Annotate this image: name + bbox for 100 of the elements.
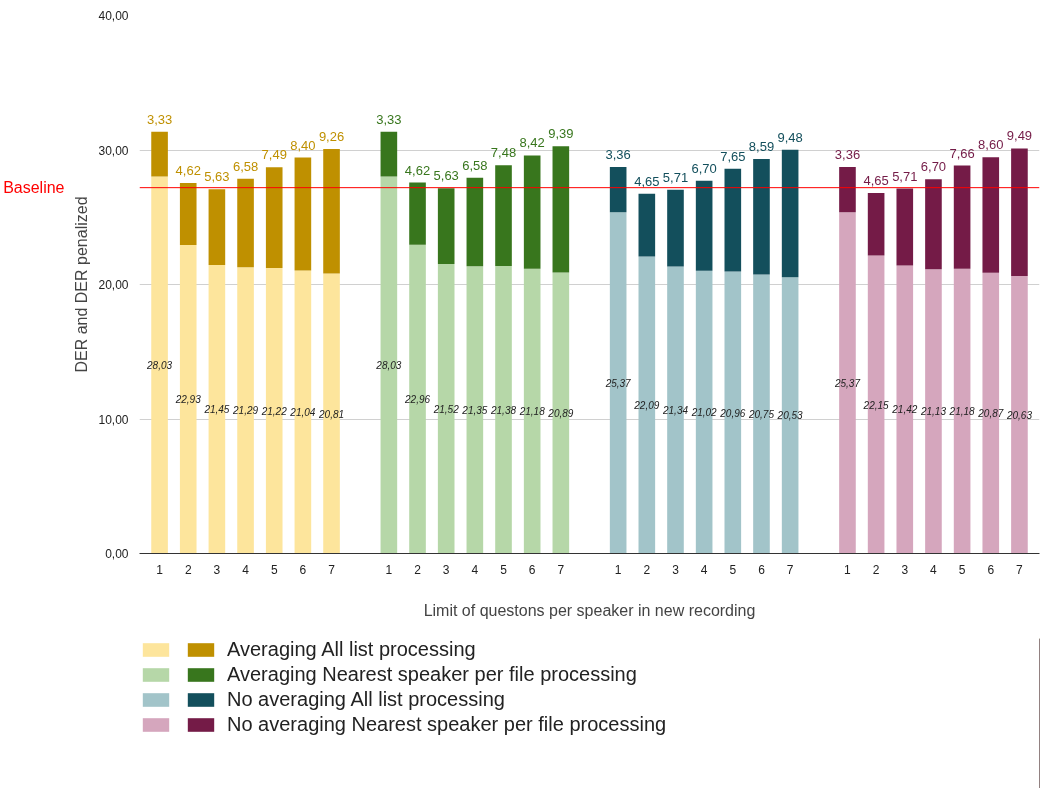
x-tick-label: 1	[156, 562, 164, 577]
data-label: 21,38	[490, 404, 517, 416]
data-label: 8,59	[748, 138, 775, 154]
x-tick-label: 1	[614, 562, 622, 577]
x-tick-label: 2	[872, 562, 880, 577]
y-tick-label: 30,00	[98, 143, 129, 158]
x-tick-label: 4	[700, 562, 708, 577]
x-tick-label: 3	[901, 562, 909, 577]
x-tick-label: 7	[557, 562, 565, 577]
x-tick-label: 6	[528, 562, 536, 577]
bar	[523, 155, 541, 269]
x-tick-label: 5	[500, 562, 508, 577]
legend-label: Averaging Nearest speaker per file processing	[227, 663, 637, 686]
bar	[781, 149, 799, 278]
data-label: 22,15	[862, 399, 890, 411]
data-label: 3,33	[146, 111, 173, 127]
data-label: 21,34	[661, 404, 689, 416]
x-tick-label: 5	[958, 562, 966, 577]
data-label: 20,75	[747, 408, 775, 420]
data-label: 4,62	[175, 162, 201, 178]
data-label: 6,70	[691, 160, 717, 176]
bar	[265, 167, 283, 269]
bar	[867, 193, 885, 256]
data-label: 5,63	[433, 168, 459, 184]
data-label: 4,62	[404, 162, 431, 178]
bar	[839, 167, 856, 213]
data-label: 7,49	[261, 147, 287, 163]
x-tick-label: 4	[242, 562, 250, 577]
data-label: 28,03	[146, 360, 173, 371]
x-tick-label: 6	[299, 562, 307, 577]
bar	[695, 180, 713, 271]
bar	[609, 167, 627, 213]
bar	[724, 168, 742, 272]
data-label: 8,40	[290, 137, 316, 153]
data-label: 21,35	[461, 404, 488, 416]
bar	[294, 157, 312, 271]
data-label: 3,36	[605, 147, 631, 163]
bar	[982, 157, 1000, 273]
y-tick-label: 40,00	[98, 9, 129, 23]
data-label: 20,63	[1005, 409, 1033, 421]
x-tick-label: 5	[729, 562, 737, 577]
x-tick-label: 5	[270, 562, 278, 577]
y-tick-label: 0,00	[105, 547, 129, 561]
x-tick-label: 7	[786, 562, 794, 577]
data-label: 21,29	[232, 405, 259, 417]
data-label: 9,39	[548, 126, 574, 142]
x-tick-label: 7	[1016, 562, 1024, 577]
x-tick-label: 6	[758, 562, 766, 577]
bar	[495, 165, 512, 266]
data-label: 21,18	[518, 406, 546, 418]
data-label: 3,33	[376, 111, 402, 127]
x-tick-label: 3	[442, 562, 450, 577]
data-label: 8,60	[978, 137, 1004, 153]
bar	[896, 188, 914, 266]
data-label: 22,93	[174, 394, 202, 406]
bar	[237, 178, 254, 268]
y-tick-label: 20,00	[98, 278, 129, 292]
data-label: 4,65	[863, 173, 889, 189]
bar	[638, 193, 656, 257]
data-label: 22,96	[404, 394, 431, 406]
bar	[437, 188, 455, 265]
data-label: 9,49	[1006, 128, 1033, 144]
data-label: 6,58	[462, 157, 488, 173]
bar	[953, 165, 971, 269]
bar	[179, 182, 197, 246]
bar	[925, 179, 942, 270]
data-label: 5,71	[662, 169, 689, 185]
data-label: 6,70	[920, 159, 947, 175]
data-label: 21,45	[203, 404, 230, 416]
data-label: 5,63	[204, 169, 230, 185]
data-label: 3,36	[834, 147, 861, 163]
x-tick-label: 1	[385, 562, 393, 577]
x-tick-label: 2	[184, 562, 192, 577]
data-label: 7,65	[720, 148, 746, 164]
bar	[753, 158, 770, 275]
bar	[667, 189, 684, 267]
y-axis-title: DER and DER penalized	[73, 196, 91, 373]
data-label: 22,09	[633, 399, 660, 411]
x-tick-label: 2	[643, 562, 651, 577]
data-label: 21,18	[948, 406, 976, 418]
bar	[1011, 148, 1028, 277]
data-label: 8,42	[519, 135, 545, 151]
data-label: 9,48	[777, 129, 803, 145]
data-label: 21,52	[432, 403, 460, 415]
data-label: 25,37	[604, 377, 632, 389]
x-tick-label: 6	[987, 562, 995, 577]
x-tick-label: 3	[213, 562, 221, 577]
x-tick-label: 7	[328, 562, 336, 577]
bar	[151, 131, 168, 177]
data-label: 20,89	[547, 408, 574, 420]
x-tick-label: 1	[844, 562, 852, 577]
ref-line-label: Baseline	[3, 179, 65, 197]
data-label: 7,66	[949, 145, 975, 161]
x-tick-label: 4	[930, 562, 938, 577]
bar	[323, 149, 340, 274]
bar	[380, 131, 398, 177]
data-label: 7,48	[490, 145, 517, 161]
bar	[208, 189, 226, 265]
data-label: 20,87	[977, 408, 1004, 420]
legend-label: No averaging All list processing	[227, 688, 505, 711]
